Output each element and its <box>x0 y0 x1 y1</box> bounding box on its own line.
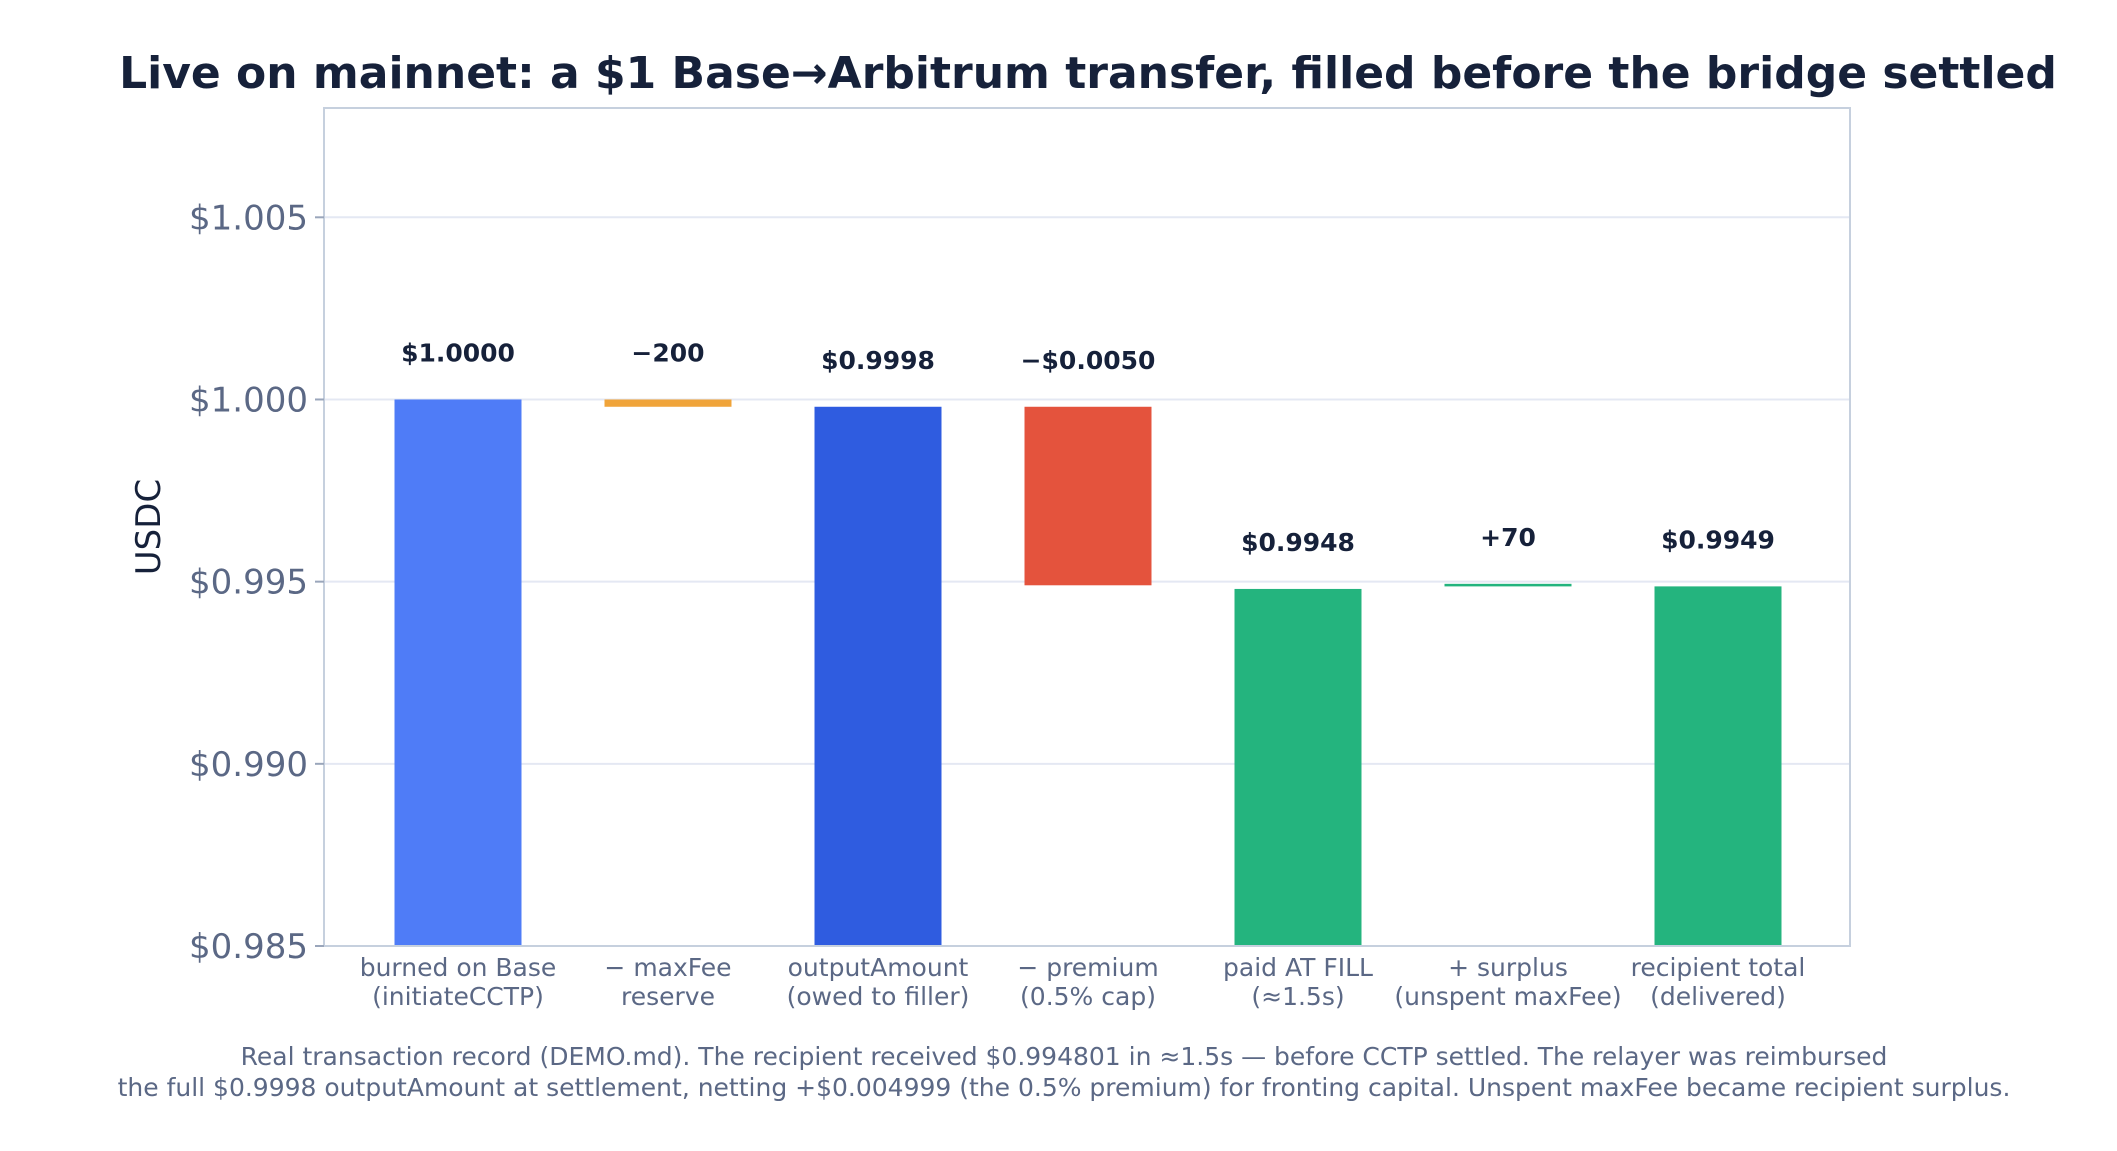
x-tick-label: (unspent maxFee) <box>1394 982 1621 1011</box>
bar <box>604 399 732 407</box>
x-tick-label: − maxFee <box>604 953 731 982</box>
y-tick-label: $1.000 <box>189 380 308 420</box>
data-label: $0.9948 <box>1241 528 1355 557</box>
y-tick-label: $0.995 <box>189 563 308 603</box>
data-label: $0.9998 <box>821 346 935 375</box>
x-tick-label: (delivered) <box>1650 982 1786 1011</box>
chart-title: Live on mainnet: a $1 Base→Arbitrum tran… <box>119 48 2057 99</box>
data-label: $0.9949 <box>1661 525 1775 554</box>
data-label: $1.0000 <box>401 338 515 367</box>
x-tick-label: paid AT FILL <box>1223 953 1373 982</box>
x-tick-label: (≈1.5s) <box>1251 982 1344 1011</box>
bar <box>1654 586 1782 946</box>
plot-frame <box>323 107 1851 947</box>
bars <box>394 399 1782 946</box>
data-labels: $1.0000 −200 $0.9998 −$0.0050 $0.9948 +70 $0.9… <box>401 338 1775 556</box>
bar <box>1024 406 1152 586</box>
x-tick-label: (initiateCCTP) <box>372 982 544 1011</box>
x-tick-label: recipient total <box>1631 953 1806 982</box>
bar <box>394 399 522 946</box>
footer-note-line-1: Real transaction record (DEMO.md). The r… <box>241 1042 1888 1071</box>
y-tick-label: $1.005 <box>189 198 308 238</box>
bar <box>1234 588 1362 946</box>
x-tick-label: − premium <box>1017 953 1158 982</box>
y-axis-label: USDC <box>129 479 169 575</box>
bar <box>814 406 942 946</box>
data-label: −$0.0050 <box>1021 346 1156 375</box>
x-tick-label: burned on Base <box>360 953 557 982</box>
grid-lines <box>324 216 1850 765</box>
x-tick-label: reserve <box>621 982 715 1011</box>
y-axis-ticks: $0.985 $0.990 $0.995 $1.000 $1.005 <box>189 198 324 967</box>
footer-note-line-2: the full $0.9998 outputAmount at settlem… <box>118 1073 2011 1102</box>
x-tick-label: outputAmount <box>788 953 969 982</box>
x-tick-label: (owed to filler) <box>787 982 970 1011</box>
x-tick-label: (0.5% cap) <box>1020 982 1156 1011</box>
data-label: −200 <box>631 338 704 367</box>
y-tick-label: $0.990 <box>189 745 308 785</box>
x-axis-ticks: burned on Base(initiateCCTP) − maxFeerese… <box>360 953 1806 1011</box>
y-tick-label: $0.985 <box>189 927 308 967</box>
x-tick-label: + surplus <box>1448 953 1568 982</box>
data-label: +70 <box>1480 523 1536 552</box>
bar <box>1444 583 1572 587</box>
